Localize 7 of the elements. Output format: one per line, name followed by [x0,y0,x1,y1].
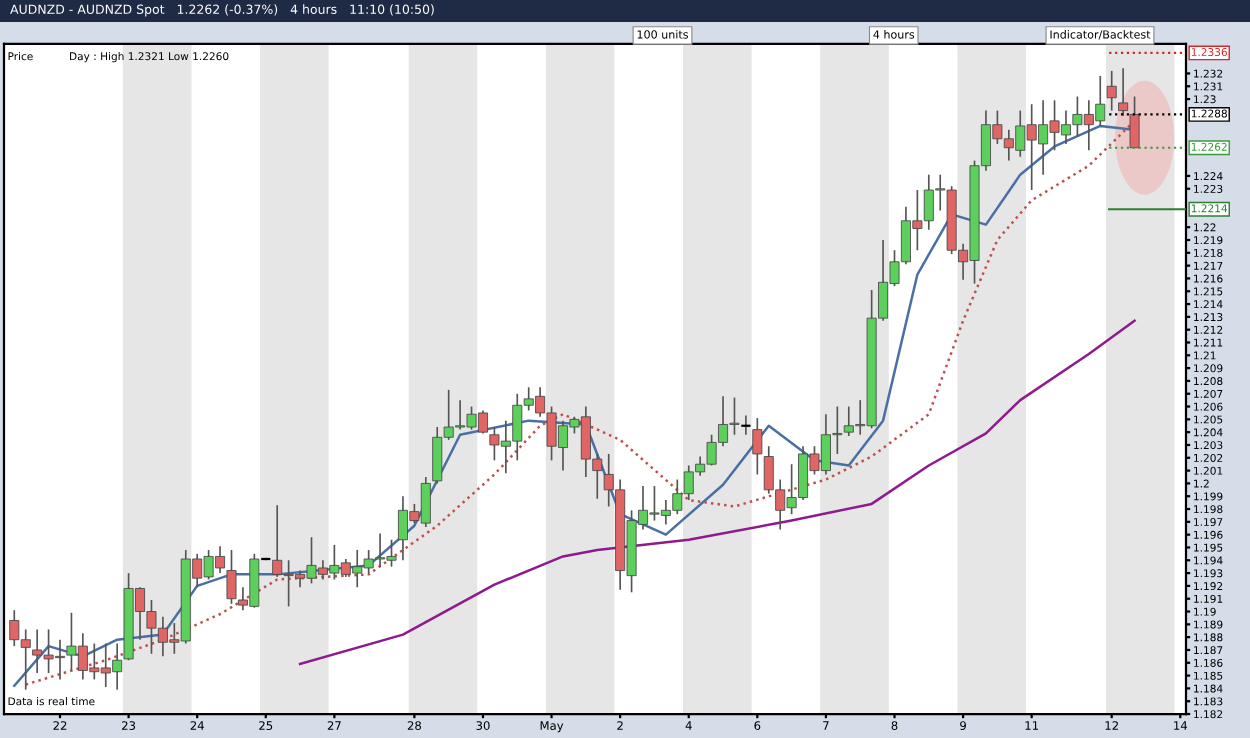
candlestick [1106,70,1117,112]
candlestick [740,414,752,436]
candlestick [752,417,763,476]
line-series [298,319,1136,666]
candlestick [1129,95,1140,149]
candlestick [226,549,237,605]
candlestick [1118,67,1129,117]
